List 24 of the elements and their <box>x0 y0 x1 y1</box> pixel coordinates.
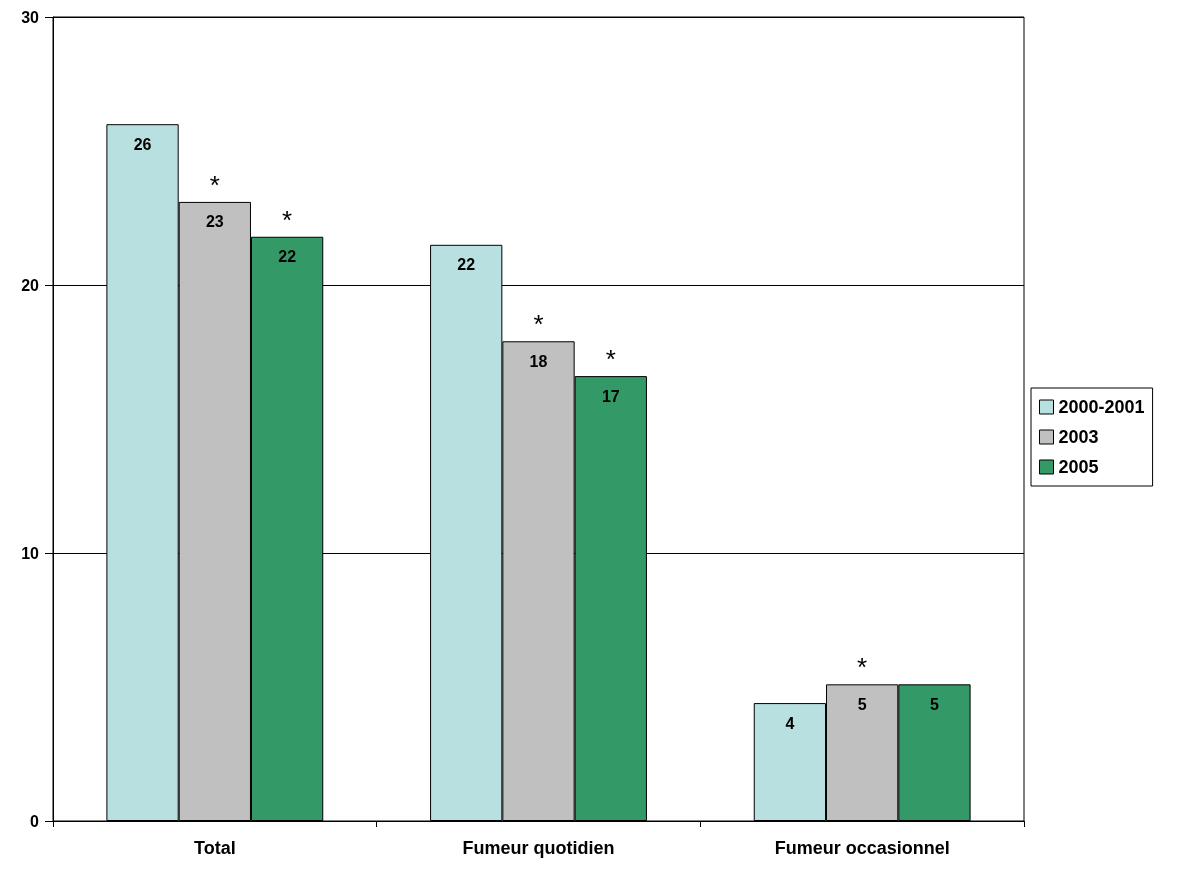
data-label: 22 <box>457 256 476 274</box>
legend-label: 2000-2001 <box>1058 397 1145 417</box>
data-label: 26 <box>133 135 152 153</box>
annotation: * <box>209 169 220 200</box>
annotation: * <box>857 652 868 683</box>
data-label: 23 <box>205 213 224 231</box>
y-tick-label: 0 <box>30 812 40 830</box>
x-tick-label: Total <box>194 838 236 858</box>
data-label: 5 <box>930 695 939 713</box>
legend-label: 2003 <box>1058 427 1099 447</box>
data-label: 18 <box>529 352 548 370</box>
y-tick-label: 10 <box>21 544 40 562</box>
data-label: 17 <box>601 387 620 405</box>
data-label: 22 <box>278 248 297 266</box>
data-label: 5 <box>857 695 867 713</box>
y-tick-label: 20 <box>21 276 40 294</box>
y-tick-label: 30 <box>21 8 40 26</box>
annotation: * <box>605 344 616 375</box>
annotation: * <box>533 309 544 340</box>
x-tick-label: Fumeur quotidien <box>462 838 615 858</box>
x-tick-label: Fumeur occasionnel <box>774 838 950 858</box>
legend-label: 2005 <box>1058 457 1099 477</box>
data-label: 4 <box>785 714 795 732</box>
annotation: * <box>282 204 293 235</box>
